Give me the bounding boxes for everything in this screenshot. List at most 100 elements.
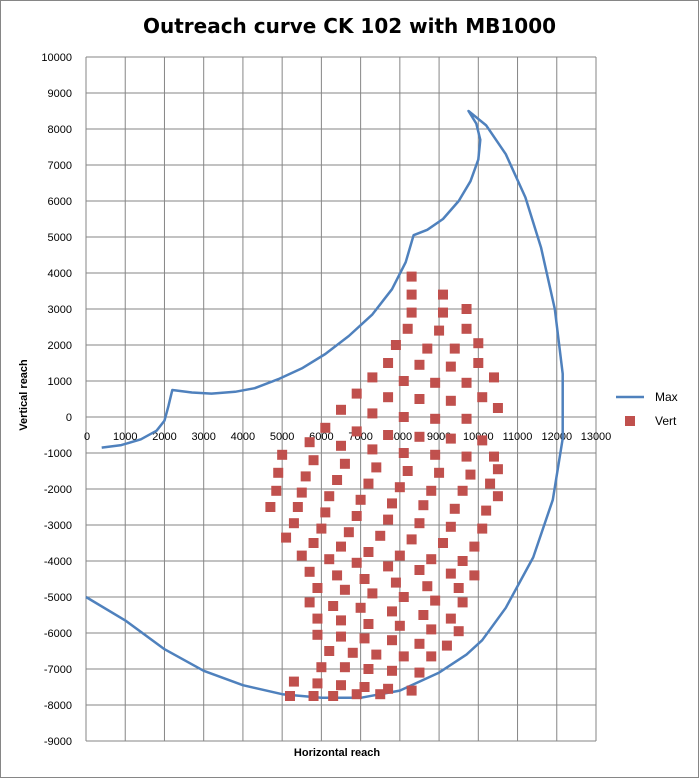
chart-title: Outreach curve CK 102 with MB1000 xyxy=(142,14,557,38)
vert-point xyxy=(445,395,456,406)
vert-point xyxy=(359,682,370,692)
vert-point xyxy=(402,323,413,334)
vert-point xyxy=(449,343,460,354)
vert-point xyxy=(332,475,343,485)
vert-point xyxy=(320,507,331,518)
y-tick-label: 10000 xyxy=(41,52,72,64)
vert-point xyxy=(414,565,425,575)
vert-point xyxy=(351,511,362,521)
vert-point xyxy=(414,431,425,442)
x-tick-label: 6000 xyxy=(309,431,333,443)
vert-point xyxy=(347,647,358,658)
vert-point xyxy=(339,584,350,595)
vert-point xyxy=(489,372,499,383)
vert-point xyxy=(426,554,437,565)
vert-point xyxy=(288,676,299,687)
vert-point xyxy=(375,689,386,700)
y-tick-label: 5000 xyxy=(48,232,72,244)
x-axis-title: Horizontal reach xyxy=(294,747,380,759)
vert-point xyxy=(426,624,437,635)
vert-point xyxy=(339,662,350,673)
vert-point xyxy=(390,577,401,588)
y-tick-label: 6000 xyxy=(48,196,72,208)
vert-point xyxy=(465,469,476,480)
vert-point xyxy=(445,521,456,532)
vert-point xyxy=(461,377,472,388)
vert-point xyxy=(367,588,378,599)
vert-point xyxy=(426,651,437,662)
vert-point xyxy=(355,494,366,505)
vert-point xyxy=(394,550,405,561)
vert-point xyxy=(445,568,456,579)
vert-point xyxy=(426,485,437,496)
vert-point xyxy=(292,502,303,512)
vert-point xyxy=(316,662,327,673)
y-tick-label: 9000 xyxy=(48,88,72,100)
vert-point xyxy=(473,338,484,349)
y-tick-label: -8000 xyxy=(44,700,72,712)
vert-point xyxy=(383,358,394,368)
y-axis-title: Vertical reach xyxy=(18,359,30,431)
vert-point xyxy=(485,478,496,489)
vert-point xyxy=(343,527,354,538)
vert-point xyxy=(477,435,488,446)
vert-point xyxy=(375,530,386,541)
vert-point xyxy=(398,651,409,662)
series-layer xyxy=(85,109,564,701)
series-max-line xyxy=(85,109,564,700)
vert-point xyxy=(434,325,445,336)
vert-point xyxy=(363,478,374,489)
vert-point xyxy=(328,601,339,611)
vert-point xyxy=(336,680,346,691)
vert-point xyxy=(351,426,362,437)
y-tick-label: 3000 xyxy=(48,304,72,316)
y-tick-label: -7000 xyxy=(44,664,72,676)
vert-point xyxy=(457,485,468,496)
vert-point xyxy=(394,620,405,631)
vert-point xyxy=(371,649,382,660)
x-tick-label: 5000 xyxy=(270,431,294,443)
vert-point xyxy=(430,377,441,388)
vert-point xyxy=(383,392,394,403)
vert-point xyxy=(336,404,346,415)
y-tick-labels: 1000090008000700060005000400030002000100… xyxy=(41,52,72,748)
vert-point xyxy=(387,635,397,646)
vert-point xyxy=(445,613,456,624)
vert-point xyxy=(387,498,397,509)
vert-point xyxy=(430,413,441,424)
vert-point xyxy=(438,307,448,318)
vert-point xyxy=(406,271,417,282)
vert-point xyxy=(312,613,323,624)
x-tick-label: 13000 xyxy=(581,431,612,443)
x-tick-labels: 0100020003000400050006000700080009000100… xyxy=(84,431,611,443)
legend-max-label: Max xyxy=(655,390,678,404)
vert-point xyxy=(406,307,417,318)
vert-point xyxy=(277,449,288,460)
vert-point xyxy=(367,444,378,455)
vert-point xyxy=(288,518,299,529)
vert-point xyxy=(312,678,323,689)
vert-point xyxy=(461,451,472,462)
vert-point xyxy=(422,581,433,592)
y-tick-label: 4000 xyxy=(48,268,72,280)
y-tick-label: -9000 xyxy=(44,736,72,748)
vert-point xyxy=(351,689,362,700)
vert-point xyxy=(304,566,315,577)
vert-point xyxy=(339,458,350,469)
vert-point xyxy=(461,413,472,424)
vert-point xyxy=(402,466,413,476)
legend-vert-label: Vert xyxy=(655,414,677,428)
vert-point xyxy=(438,538,448,548)
x-tick-label: 12000 xyxy=(541,431,572,443)
vert-point xyxy=(418,500,429,511)
vert-point xyxy=(308,455,319,466)
vert-point xyxy=(324,491,335,502)
vert-point xyxy=(363,664,374,674)
y-tick-label: -1000 xyxy=(44,448,72,460)
legend: Max Vert xyxy=(616,390,678,428)
vert-point xyxy=(304,437,315,448)
y-tick-label: -3000 xyxy=(44,520,72,532)
vert-point xyxy=(367,408,378,419)
vert-point xyxy=(336,440,346,451)
